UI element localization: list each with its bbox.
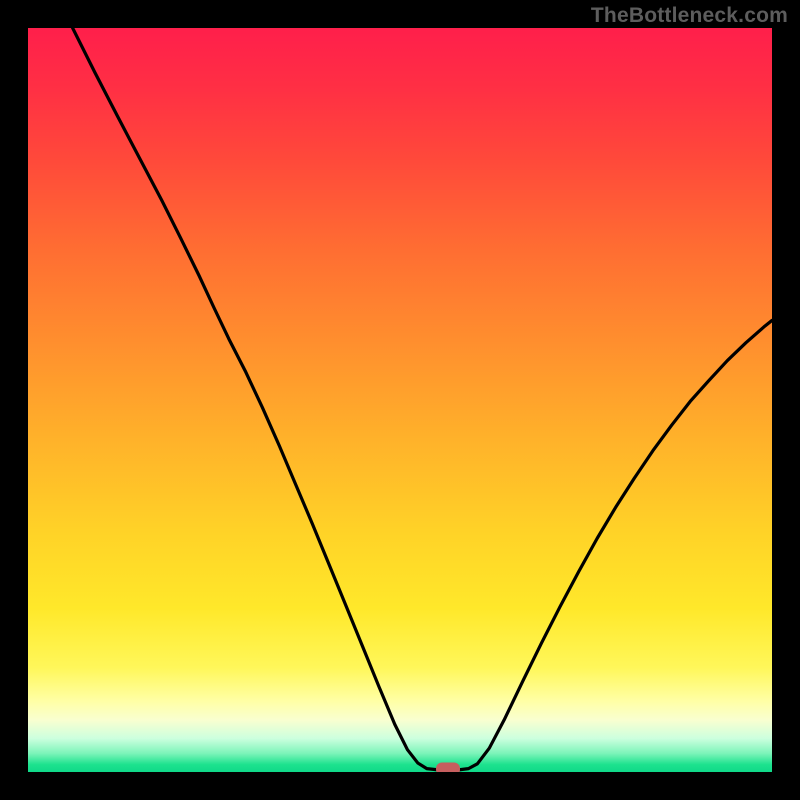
bottleneck-curve xyxy=(28,28,772,772)
watermark-text: TheBottleneck.com xyxy=(591,4,788,28)
chart-frame: TheBottleneck.com xyxy=(0,0,800,800)
optimum-marker xyxy=(436,763,460,772)
plot-area xyxy=(28,28,772,772)
